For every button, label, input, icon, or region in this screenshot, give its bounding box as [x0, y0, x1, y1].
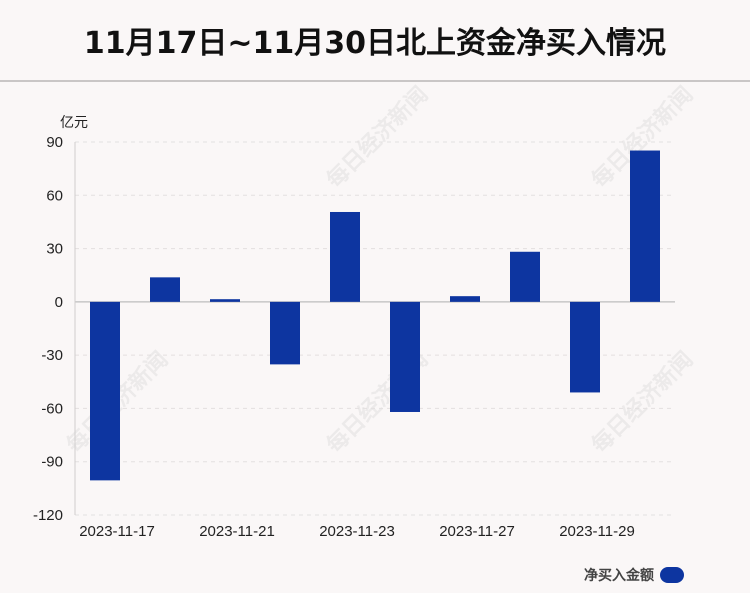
x-tick-label: 2023-11-17 [79, 523, 155, 540]
bar [210, 299, 240, 302]
bar [390, 301, 420, 412]
y-tick-label: -30 [41, 347, 63, 364]
x-tick-label: 2023-11-27 [439, 523, 515, 540]
x-tick-label: 2023-11-21 [199, 523, 275, 540]
bar [90, 301, 120, 481]
legend-label: 净买入金额 [584, 568, 654, 584]
bar [270, 301, 300, 365]
bar [510, 251, 540, 302]
x-tick-label: 2023-11-23 [319, 523, 395, 540]
title-divider [0, 80, 750, 82]
y-tick-label: -90 [41, 454, 63, 471]
y-tick-label: 0 [55, 294, 63, 311]
bar [570, 301, 600, 393]
y-tick-label: 30 [46, 241, 63, 258]
y-tick-label: -60 [41, 400, 63, 417]
legend-swatch [660, 567, 684, 583]
legend: 净买入金额 [584, 565, 684, 585]
bar [450, 296, 480, 302]
y-axis-unit: 亿元 [60, 115, 88, 131]
chart-title: 11月17日~11月30日北上资金净买入情况 [83, 26, 667, 61]
x-tick-label: 2023-11-29 [559, 523, 635, 540]
bar [150, 277, 180, 302]
bar [330, 211, 360, 302]
bar [630, 150, 660, 302]
y-tick-label: -120 [33, 507, 63, 524]
y-tick-label: 60 [46, 187, 63, 204]
y-tick-label: 90 [46, 134, 63, 151]
